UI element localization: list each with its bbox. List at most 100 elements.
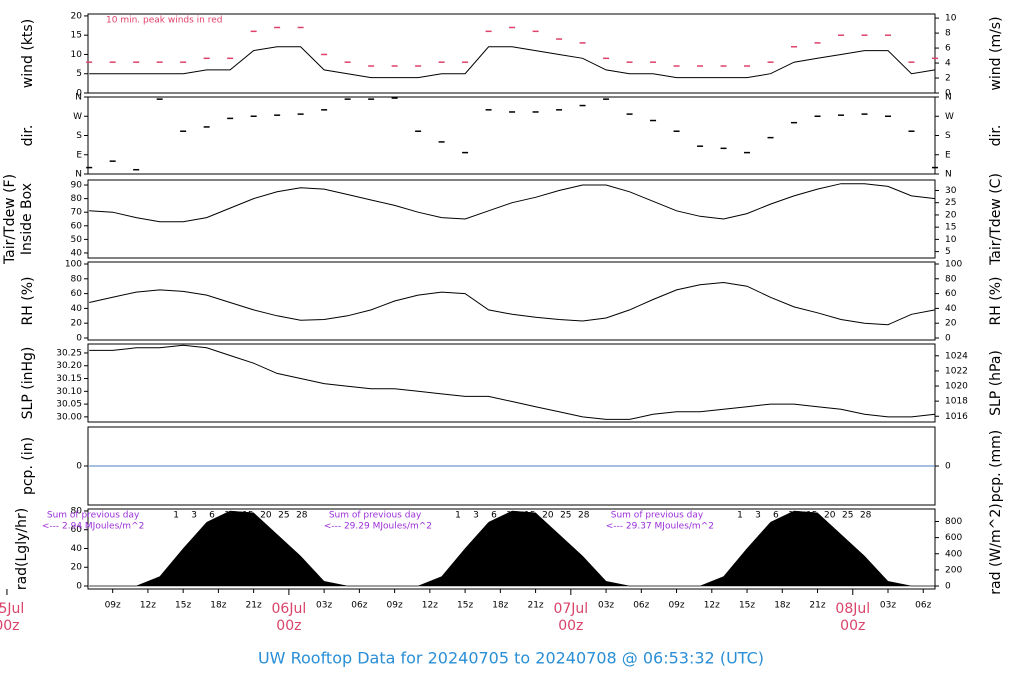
y2-axis-title: wind (m/s): [988, 16, 1004, 90]
y-tick-label: 20: [71, 319, 83, 329]
y2-tick-label: 25: [945, 198, 956, 208]
y2-axis-title: rad (W/m^2): [988, 503, 1004, 594]
y2-tick-label: 600: [945, 533, 962, 543]
y2-tick-label: W: [945, 112, 954, 122]
note: <--- 2.94 MJoules/m^2: [42, 522, 144, 532]
y2-tick-label: 80: [945, 274, 957, 284]
y-tick-label: 30.20: [56, 361, 82, 371]
note-title: Sum of previous day: [611, 511, 704, 521]
y-tick-label: S: [76, 131, 82, 141]
hour-mark: 15: [242, 511, 253, 521]
data-line: [89, 281, 936, 326]
y2-axis-title: pcp. (mm): [988, 430, 1004, 503]
y2-tick-label: 1018: [945, 397, 968, 407]
hour-mark: 20: [542, 511, 554, 521]
y2-axis-title: dir.: [988, 125, 1004, 147]
data-area: [89, 510, 936, 587]
data-line: [89, 344, 936, 420]
y-tick-label: 60: [71, 221, 83, 231]
y-tick-label: 0: [76, 89, 82, 99]
hour-mark: 28: [860, 511, 872, 521]
y2-tick-label: 15: [945, 223, 956, 233]
y2-tick-label: 60: [945, 289, 957, 299]
x-tick-label: 03z: [598, 601, 614, 611]
x-tick-label: 18z: [492, 601, 508, 611]
x-tick-label: 12z: [140, 601, 156, 611]
x-tick-label: 03z: [316, 601, 332, 611]
x-tick-label: 18z: [210, 601, 226, 611]
y-tick-label: 30.00: [56, 412, 82, 422]
y2-tick-label: 1022: [945, 366, 968, 376]
hour-mark: 6: [773, 511, 779, 521]
x-tick-label: 21z: [809, 601, 825, 611]
y2-tick-label: 20: [945, 210, 957, 220]
y-tick-label: 50: [71, 235, 83, 245]
x-tick-label: 12z: [704, 601, 720, 611]
hour-mark: 28: [296, 511, 308, 521]
hour-mark: 3: [755, 511, 761, 521]
y2-tick-label: 0: [945, 582, 951, 592]
y-tick-label: 40: [71, 544, 83, 554]
x-tick-label: 09z: [105, 601, 121, 611]
note: <--- 29.29 MJoules/m^2: [324, 522, 432, 532]
x-tick-label: 03z: [880, 601, 896, 611]
panel-frame: [87, 261, 936, 341]
x-tick-label: 12z: [422, 601, 438, 611]
x-tick-label: 06z: [633, 601, 649, 611]
panel-frame: [87, 13, 936, 94]
annotation: 10 min. peak winds in red: [106, 16, 223, 26]
y-tick-label: 60: [71, 525, 83, 535]
y2-tick-label: 30: [945, 186, 957, 196]
y-axis-title: pcp. (in): [20, 437, 36, 495]
y-tick-label: N: [75, 170, 82, 180]
y2-tick-label: 2: [945, 74, 951, 84]
y2-tick-label: N: [945, 170, 952, 180]
y-tick-label: 80: [71, 274, 83, 284]
y-tick-label: 30.15: [56, 374, 82, 384]
y-tick-label: 20: [71, 11, 83, 21]
y2-tick-label: 8: [945, 29, 951, 39]
y2-tick-label: 200: [945, 565, 962, 575]
y2-tick-label: 0: [945, 334, 951, 344]
hour-mark: 6: [491, 511, 497, 521]
y2-tick-label: 40: [945, 304, 957, 314]
y-axis-title: rad(Lgly/hr): [14, 508, 30, 590]
y-axis-title: Tair/Tdew (F): [2, 174, 18, 265]
y-tick-label: 60: [71, 289, 83, 299]
day-sub-label: 00z: [0, 618, 20, 634]
y-tick-label: 0: [76, 334, 82, 344]
hour-mark: 6: [209, 511, 215, 521]
y-axis-title: wind (kts): [20, 19, 36, 88]
y2-tick-label: 0: [945, 89, 951, 99]
y-tick-label: 100: [65, 259, 82, 269]
y-tick-label: 40: [71, 304, 83, 314]
y-tick-label: 30.05: [56, 400, 82, 410]
panel-frame: [87, 179, 936, 259]
panel-frame: [87, 343, 936, 423]
y2-tick-label: 1020: [945, 382, 968, 392]
y2-tick-label: 1016: [945, 412, 968, 422]
y2-tick-label: 1024: [945, 351, 968, 361]
y2-tick-label: 0: [945, 462, 951, 472]
y-axis-title: RH (%): [20, 277, 36, 326]
note-title: Sum of previous day: [329, 511, 422, 521]
hour-mark: 15: [524, 511, 535, 521]
y2-tick-label: E: [945, 150, 951, 160]
x-tick-label: 15z: [175, 601, 191, 611]
y-tick-label: 15: [71, 31, 82, 41]
y2-tick-label: 400: [945, 549, 962, 559]
y2-tick-label: 10: [945, 235, 957, 245]
y2-tick-label: S: [945, 131, 951, 141]
y-axis-title: Inside Box: [19, 183, 35, 255]
hour-mark: 20: [260, 511, 272, 521]
day-label: 08Jul: [835, 601, 870, 617]
panel-frame: [87, 508, 936, 590]
x-tick-label: 15z: [739, 601, 755, 611]
hour-mark: 20: [824, 511, 836, 521]
note-title: Sum of previous day: [47, 511, 140, 521]
y2-tick-label: 800: [945, 517, 962, 527]
chart-title: UW Rooftop Data for 20240705 to 20240708…: [258, 649, 764, 668]
y-tick-label: 0: [76, 581, 82, 591]
